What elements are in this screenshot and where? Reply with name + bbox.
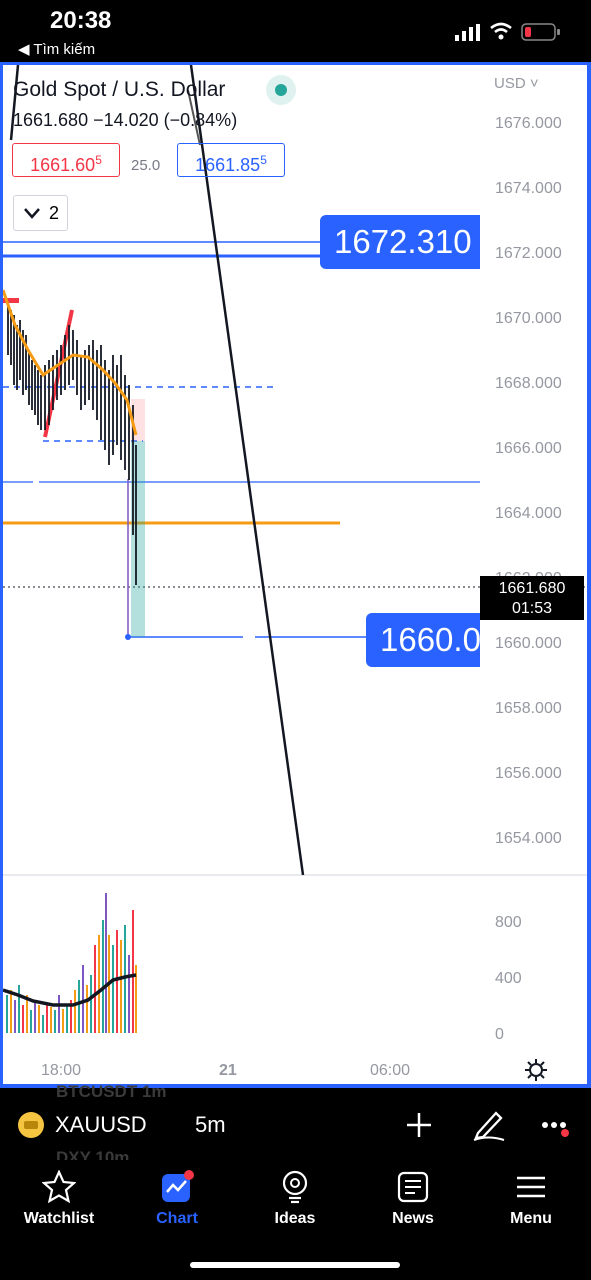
chart-icon: [162, 1170, 194, 1202]
tab-label: Watchlist: [23, 1210, 95, 1227]
price-tick: 1656.000: [495, 765, 562, 782]
volume-tick: 400: [495, 970, 522, 987]
star-icon: [42, 1170, 76, 1204]
news-icon: [397, 1171, 429, 1203]
more-icon[interactable]: [541, 1118, 571, 1138]
currency-label: USD: [494, 75, 526, 92]
time-tick: 06:00: [370, 1062, 411, 1079]
price-tick: 1666.000: [495, 440, 562, 457]
tab-label: Chart: [156, 1210, 198, 1227]
black-trend-line: [189, 65, 305, 876]
tab-watchlist[interactable]: Watchlist: [0, 1170, 118, 1228]
spread: 25.0: [131, 157, 161, 174]
price-tick: 1670.000: [495, 310, 562, 327]
last-price: 1661.680: [498, 580, 566, 597]
time-tick: 21: [219, 1062, 237, 1079]
chart-canvas[interactable]: [3, 65, 587, 1084]
symbol-toolbar: BTCUSDT 1m DXY 10m XAUUSD 5m: [0, 1082, 591, 1167]
interval-selector[interactable]: 5m: [195, 1112, 226, 1137]
volume-tick: 800: [495, 914, 522, 931]
tab-label: Menu: [510, 1210, 552, 1227]
bar-countdown: 01:53: [511, 600, 553, 617]
sell-button[interactable]: 1661.605: [12, 143, 120, 177]
price-tick: 1668.000: [495, 375, 562, 392]
price-tick: 1658.000: [495, 700, 562, 717]
time-tick: 18:00: [41, 1062, 82, 1079]
market-status-dot: [266, 75, 296, 105]
chart-frame: Gold Spot / U.S. Dollar 1661.680 −14.020…: [0, 62, 591, 1088]
price-tick: 1672.000: [495, 245, 562, 262]
clock: 20:38: [50, 7, 112, 34]
currency-selector[interactable]: USD ˅: [494, 75, 539, 92]
symbol-search[interactable]: XAUUSD: [55, 1112, 147, 1137]
wifi-icon: [490, 22, 512, 40]
indicators-toggle[interactable]: 2: [13, 195, 68, 231]
target-zone: [131, 441, 145, 637]
symbol-title[interactable]: Gold Spot / U.S. Dollar: [13, 78, 226, 101]
battery-icon: [521, 23, 560, 41]
moving-average-line: [3, 289, 138, 436]
last-price-badge: 1661.680 01:53: [480, 576, 584, 620]
lightbulb-icon: [282, 1170, 308, 1204]
back-link[interactable]: ◀ Tìm kiếm: [18, 41, 96, 58]
sell-price: 1661.60: [30, 155, 96, 175]
tab-bar: Watchlist Chart Ideas News Menu: [0, 1160, 591, 1280]
chart-area[interactable]: Gold Spot / U.S. Dollar 1661.680 −14.020…: [3, 65, 587, 1084]
indicator-count: 2: [49, 203, 60, 223]
tab-menu[interactable]: Menu: [472, 1170, 590, 1228]
tab-news[interactable]: News: [354, 1170, 472, 1228]
status-bar: 20:38 ◀ Tìm kiếm: [0, 0, 591, 62]
tab-label: News: [392, 1210, 434, 1227]
price-tick: 1674.000: [495, 180, 562, 197]
volume-tick: 0: [495, 1026, 504, 1043]
tab-ideas[interactable]: Ideas: [236, 1170, 354, 1228]
tab-chart[interactable]: Chart: [118, 1170, 236, 1228]
tab-label: Ideas: [274, 1210, 316, 1227]
quote-line: 1661.680 −14.020 (−0.84%): [13, 110, 238, 130]
ghost-row: BTCUSDT 1m: [56, 1082, 167, 1101]
chevron-down-icon: [24, 208, 40, 219]
signal-icon: [455, 24, 480, 41]
price-tick: 1676.000: [495, 115, 562, 132]
buy-button[interactable]: 1661.855: [177, 143, 285, 177]
buy-price: 1661.85: [195, 155, 261, 175]
settings-icon[interactable]: [525, 1059, 547, 1081]
home-indicator: [190, 1262, 400, 1268]
volume-ma-line: [3, 973, 137, 1007]
gold-symbol-icon: [18, 1112, 44, 1138]
alert-label-high[interactable]: 1672.310: [320, 215, 480, 269]
alert-label-low[interactable]: 1660.0: [366, 613, 480, 667]
drawing-tool-icon[interactable]: [472, 1107, 506, 1141]
buy-price-sup: 5: [260, 153, 267, 167]
price-tick: 1660.000: [495, 635, 562, 652]
plus-icon[interactable]: [406, 1112, 432, 1138]
price-tick: 1654.000: [495, 830, 562, 847]
price-tick: 1664.000: [495, 505, 562, 522]
sell-price-sup: 5: [95, 153, 102, 167]
menu-icon: [517, 1176, 545, 1198]
